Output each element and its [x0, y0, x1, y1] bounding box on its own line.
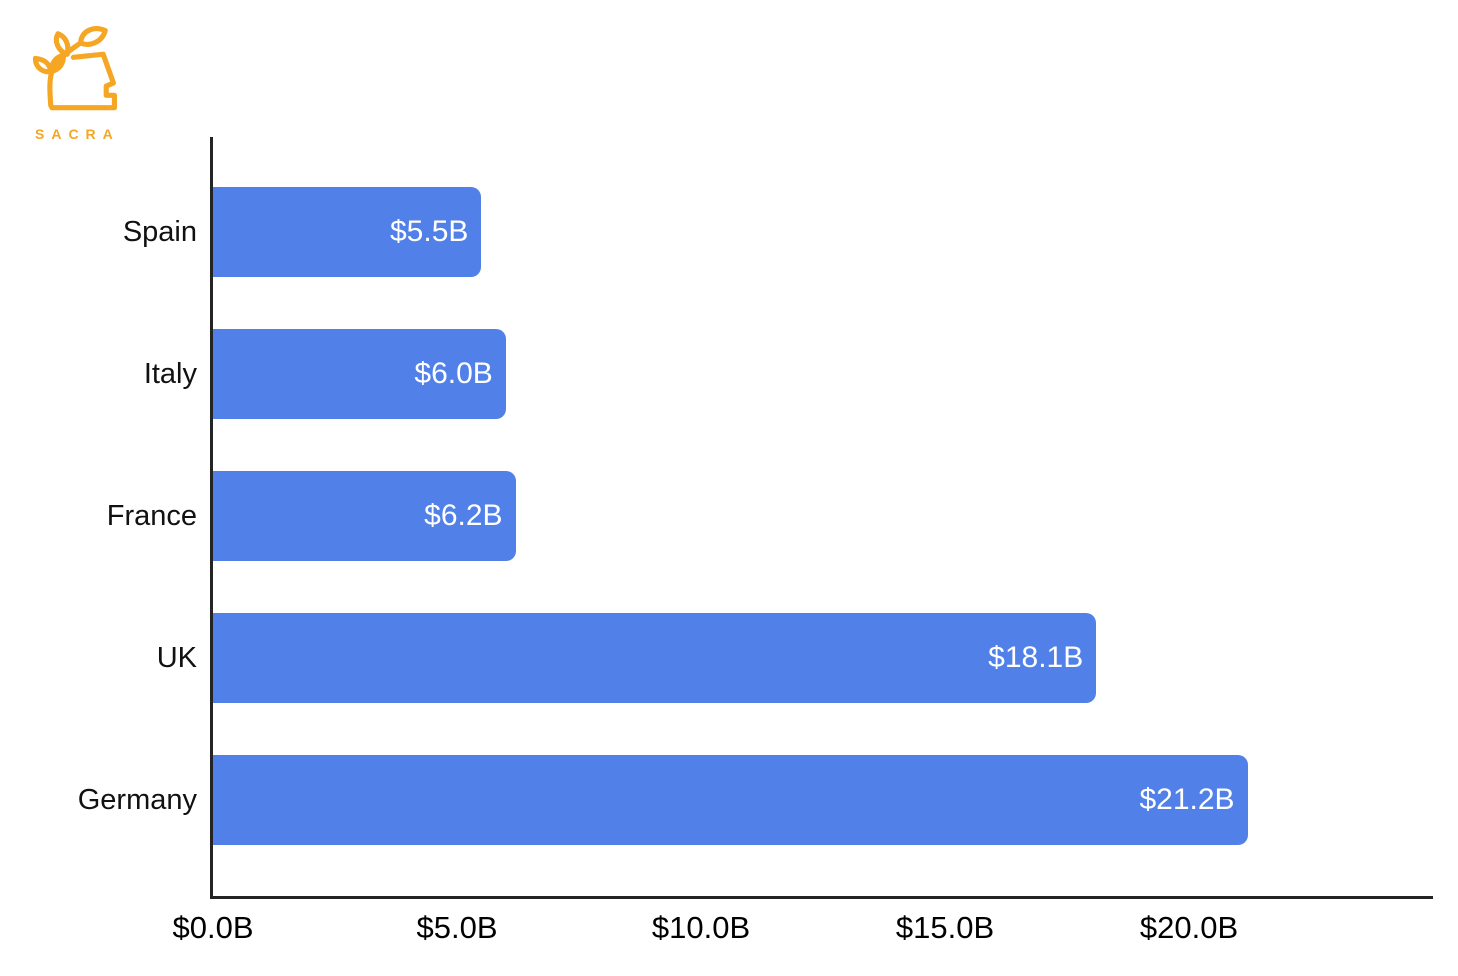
brand-name: SACRA [35, 126, 120, 142]
bar-row: France $6.2B [107, 471, 1433, 561]
x-axis-line [210, 896, 1433, 899]
leaf-mid-upper [53, 31, 71, 57]
x-tick-label: $5.0B [416, 910, 498, 945]
x-tick-label: $15.0B [895, 910, 995, 945]
x-tick-label: $10.0B [651, 910, 751, 945]
x-tick-label: $0.0B [172, 910, 254, 945]
category-label: Spain [122, 216, 197, 248]
bar-row: Germany $21.2B [78, 755, 1433, 845]
bar-value-label: $6.0B [414, 357, 493, 390]
head-plant-icon [33, 26, 118, 111]
bar: $21.2B [213, 755, 1248, 845]
y-axis-line [210, 137, 213, 899]
category-label: UK [156, 642, 197, 674]
bar-value-label: $5.5B [389, 215, 469, 248]
leaf-sprout-right [48, 52, 66, 75]
bar-row: UK $18.1B [157, 613, 1433, 703]
category-label: Germany [77, 784, 197, 816]
bar-value-label: $18.1B [988, 641, 1084, 674]
bar: $18.1B [213, 613, 1097, 703]
sacra-logo: SACRA [33, 6, 153, 151]
leaf-large [77, 26, 108, 47]
bar: $6.2B [213, 471, 516, 561]
category-label: Italy [143, 358, 197, 390]
bar-row: Spain $5.5B [123, 187, 1433, 277]
bar: $5.5B [213, 187, 482, 277]
bar-value-label: $21.2B [1139, 783, 1235, 816]
head-outline [49, 51, 118, 111]
leaf-sprout-left [33, 55, 54, 75]
plot-area: Spain $5.5B Italy $6.0B France $6.2B UK $18.1B G… [78, 137, 1433, 945]
category-label: France [106, 500, 197, 532]
bar-value-label: $6.2B [424, 499, 503, 532]
x-tick-label: $20.0B [1139, 910, 1239, 945]
bar-row: Italy $6.0B [144, 329, 1433, 419]
bar: $6.0B [213, 329, 506, 419]
